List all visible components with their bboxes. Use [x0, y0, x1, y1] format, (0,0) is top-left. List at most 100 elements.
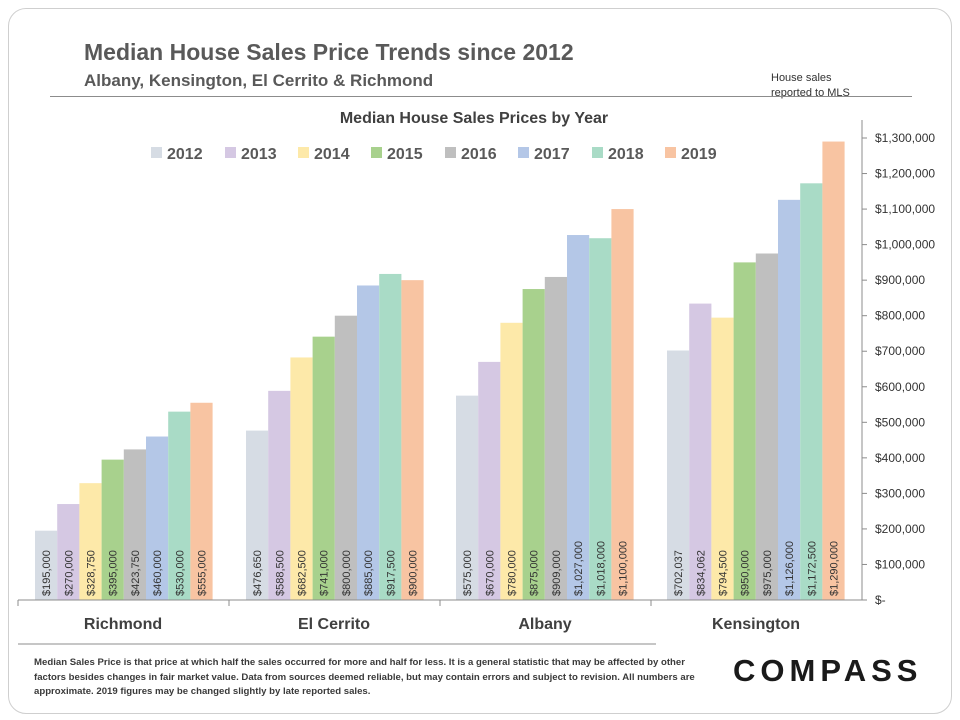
category-label: Richmond: [84, 616, 162, 633]
y-tick-label: $100,000: [875, 557, 925, 571]
footer-disclaimer: Median Sales Price is that price at whic…: [34, 657, 695, 697]
bar-kensington-2014: [711, 317, 734, 600]
data-label: $1,100,000: [618, 541, 630, 596]
data-label: $741,000: [319, 550, 331, 596]
bar-richmond-2017: [146, 436, 169, 600]
data-label: $917,500: [385, 550, 397, 596]
bar-richmond-2018: [168, 411, 191, 600]
data-label: $423,750: [130, 550, 142, 596]
y-tick-label: $800,000: [875, 309, 925, 323]
data-label: $195,000: [41, 550, 53, 596]
data-label: $1,018,000: [595, 541, 607, 596]
bar-el-cerrito-2013: [268, 390, 291, 600]
data-label: $794,500: [718, 550, 730, 596]
data-label: $588,500: [274, 550, 286, 596]
chart-legend: 2012 2013 2014 2015 2016 2017 2018 2019: [151, 146, 717, 163]
data-label: $702,037: [673, 550, 685, 596]
data-label: $682,500: [297, 550, 309, 596]
data-label: $950,000: [740, 550, 752, 596]
y-tick-label: $600,000: [875, 380, 925, 394]
legend-swatch-2016: [445, 147, 456, 158]
y-tick-label: $500,000: [875, 415, 925, 429]
data-label: $975,000: [762, 550, 774, 596]
data-label: $875,000: [529, 550, 541, 596]
y-tick-label: $700,000: [875, 344, 925, 358]
page-title: Median House Sales Price Trends since 20…: [84, 39, 574, 65]
bar-albany-2019: [611, 209, 634, 601]
legend-label-2014: 2014: [314, 146, 350, 163]
data-label: $1,172,500: [806, 541, 818, 596]
data-label: $1,126,000: [784, 541, 796, 596]
chart-axes: Richmond El Cerrito Albany Kensington $- $100…: [17, 120, 935, 645]
legend-swatch-2017: [518, 147, 529, 158]
chart-title: Median House Sales Prices by Year: [340, 110, 608, 127]
bar-el-cerrito-2015: [312, 336, 335, 600]
y-tick-label: $-: [875, 593, 886, 607]
y-tick-label: $900,000: [875, 273, 925, 287]
data-label: $395,000: [108, 550, 120, 596]
header-divider: [50, 96, 912, 97]
bar-richmond-2014: [79, 483, 102, 600]
data-label: $1,027,000: [573, 541, 585, 596]
bar-albany-2017: [567, 235, 590, 600]
legend-label-2019: 2019: [681, 146, 717, 163]
bar-el-cerrito-2018: [379, 273, 402, 600]
source-note-line-1: House sales: [771, 72, 832, 84]
page-subtitle: Albany, Kensington, El Cerrito & Richmon…: [84, 71, 434, 90]
bar-albany-2018: [589, 238, 612, 601]
legend-label-2017: 2017: [534, 146, 570, 163]
bar-el-cerrito-2017: [357, 285, 380, 600]
bar-el-cerrito-2012: [246, 430, 269, 600]
bar-group: $195,000 $476,650 $575,000 $702,037 $270,000…: [35, 141, 845, 601]
data-label: $575,000: [462, 550, 474, 596]
legend-swatch-2019: [665, 147, 676, 158]
legend-label-2016: 2016: [461, 146, 497, 163]
bar-kensington-2017: [778, 199, 801, 601]
legend-label-2018: 2018: [608, 146, 644, 163]
legend-swatch-2014: [298, 147, 309, 158]
bar-kensington-2015: [733, 262, 756, 600]
y-tick-label: $1,000,000: [875, 238, 935, 252]
bar-richmond-2012: [35, 530, 58, 600]
legend-swatch-2018: [592, 147, 603, 158]
compass-logo: COMPASS: [733, 653, 923, 688]
bar-kensington-2018: [800, 183, 823, 601]
bar-albany-2013: [478, 361, 501, 600]
legend-label-2015: 2015: [387, 146, 423, 163]
bar-el-cerrito-2019: [401, 280, 424, 600]
bar-albany-2015: [522, 289, 545, 600]
y-tick-label: $300,000: [875, 486, 925, 500]
data-label: $909,000: [551, 550, 563, 596]
bar-kensington-2019: [822, 141, 845, 601]
data-label: $270,000: [63, 550, 75, 596]
y-tick-label: $400,000: [875, 451, 925, 465]
bar-richmond-2016: [123, 449, 146, 600]
bar-el-cerrito-2016: [334, 315, 357, 600]
data-label: $834,062: [695, 550, 707, 596]
data-label: $800,000: [341, 550, 353, 596]
legend-swatch-2013: [225, 147, 236, 158]
data-label: $885,000: [363, 550, 375, 596]
bar-albany-2016: [544, 276, 567, 600]
bar-albany-2012: [456, 395, 479, 600]
legend-swatch-2015: [371, 147, 382, 158]
data-label: $555,000: [197, 550, 209, 596]
data-label: $530,000: [174, 550, 186, 596]
category-label: Albany: [518, 616, 571, 633]
bar-kensington-2013: [689, 303, 712, 600]
legend-label-2013: 2013: [241, 146, 277, 163]
data-label: $1,290,000: [829, 541, 841, 596]
data-label: $670,000: [484, 550, 496, 596]
bar-kensington-2012: [667, 350, 690, 600]
category-label: El Cerrito: [298, 616, 370, 633]
bar-el-cerrito-2014: [290, 357, 313, 600]
y-tick-label: $1,200,000: [875, 167, 935, 181]
legend-swatch-2012: [151, 147, 162, 158]
bar-richmond-2015: [101, 459, 124, 600]
data-label: $476,650: [252, 550, 264, 596]
y-tick-label: $1,100,000: [875, 202, 935, 216]
data-label: $460,000: [152, 550, 164, 596]
legend-label-2012: 2012: [167, 146, 203, 163]
y-tick-label: $1,300,000: [875, 131, 935, 145]
